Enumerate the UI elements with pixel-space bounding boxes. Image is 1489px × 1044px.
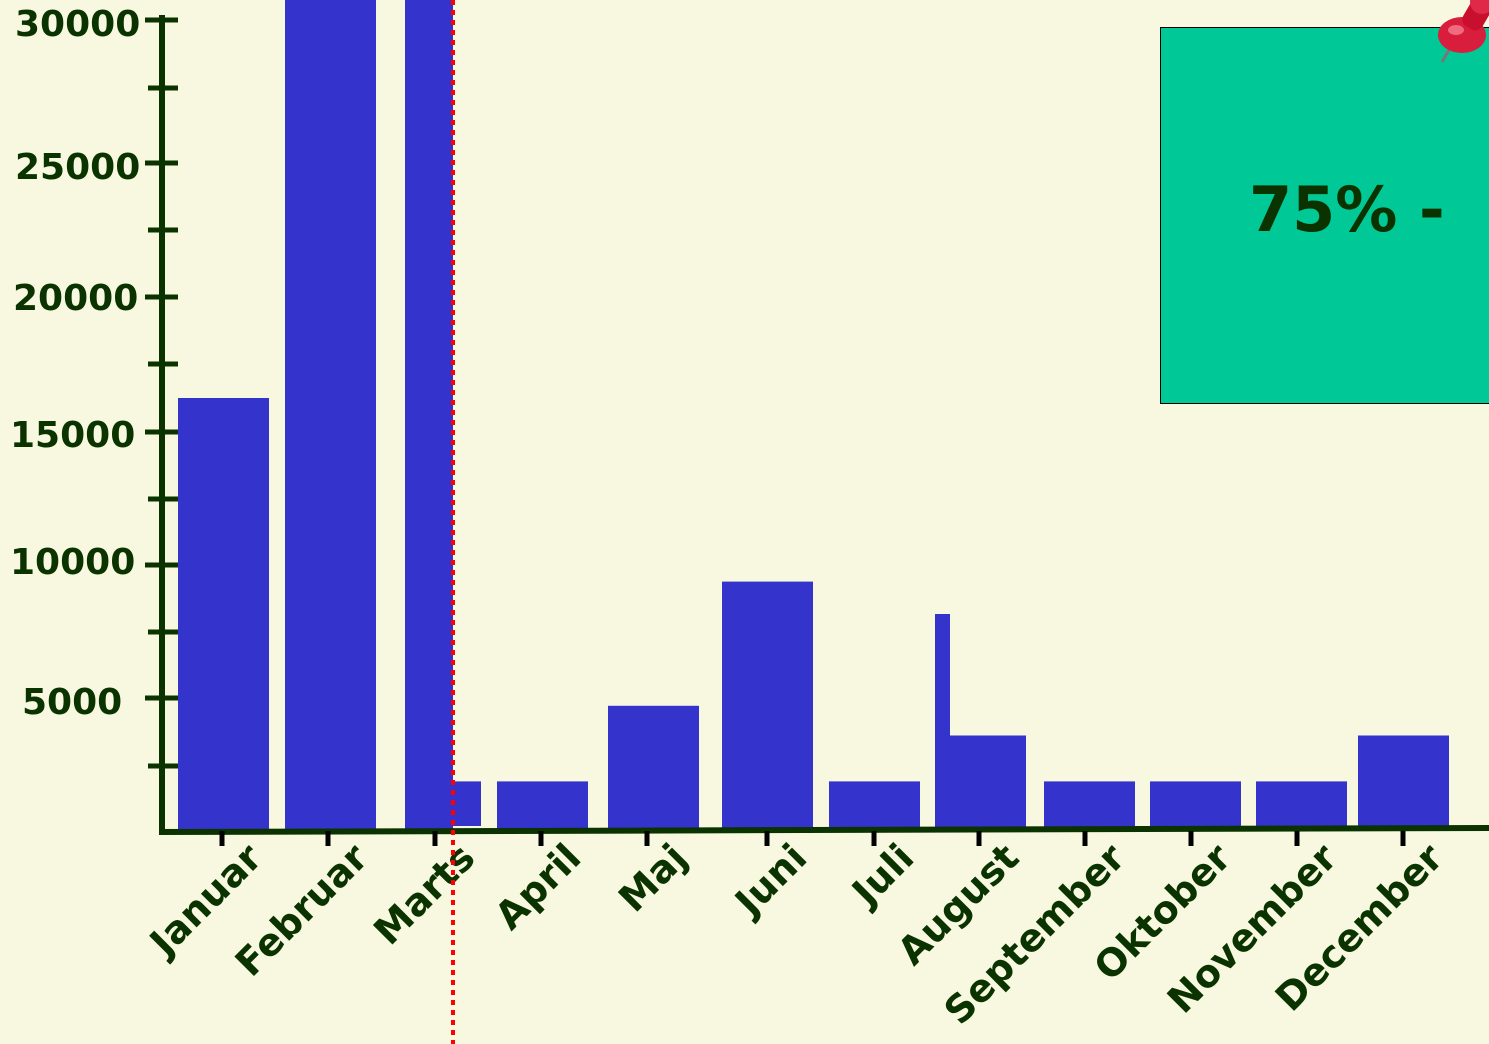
y-tick-label: 30000 (15, 4, 140, 45)
bar-august (935, 735, 1026, 830)
bar-juni (722, 581, 813, 830)
bar-juli (829, 781, 920, 830)
bar-august-spike (935, 614, 950, 830)
x-tick-label: Marts (365, 835, 483, 953)
x-tick-label: Maj (610, 835, 695, 920)
bar-marts (405, 0, 453, 830)
y-ticks: 30000 25000 20000 15000 10000 5000 (10, 4, 178, 769)
x-tick-label: April (487, 835, 590, 938)
bar-november (1256, 781, 1347, 830)
x-tick-label: Juli (842, 835, 923, 916)
bar-december (1358, 735, 1449, 830)
bars (178, 0, 1449, 830)
bar-april (497, 781, 588, 830)
sticky-note-text: 75% - (1249, 173, 1445, 246)
y-tick-label: 25000 (15, 147, 140, 188)
sticky-note: 75% - (1160, 27, 1489, 404)
x-tick-label: September (936, 835, 1134, 1033)
y-tick-label: 5000 (22, 682, 122, 723)
bar-januar (178, 398, 269, 830)
y-tick-label: 10000 (10, 542, 135, 583)
bar-oktober (1150, 781, 1241, 830)
x-axis-line (158, 825, 1489, 835)
bar-februar (285, 0, 376, 830)
y-tick-label: 20000 (13, 278, 138, 319)
x-tick-label: Juni (725, 835, 816, 926)
pushpin-icon (1438, 0, 1489, 63)
bar-maj (608, 705, 699, 830)
bar-marts-segment (405, 781, 481, 826)
y-tick-label: 15000 (10, 415, 135, 456)
bar-september (1044, 781, 1135, 830)
